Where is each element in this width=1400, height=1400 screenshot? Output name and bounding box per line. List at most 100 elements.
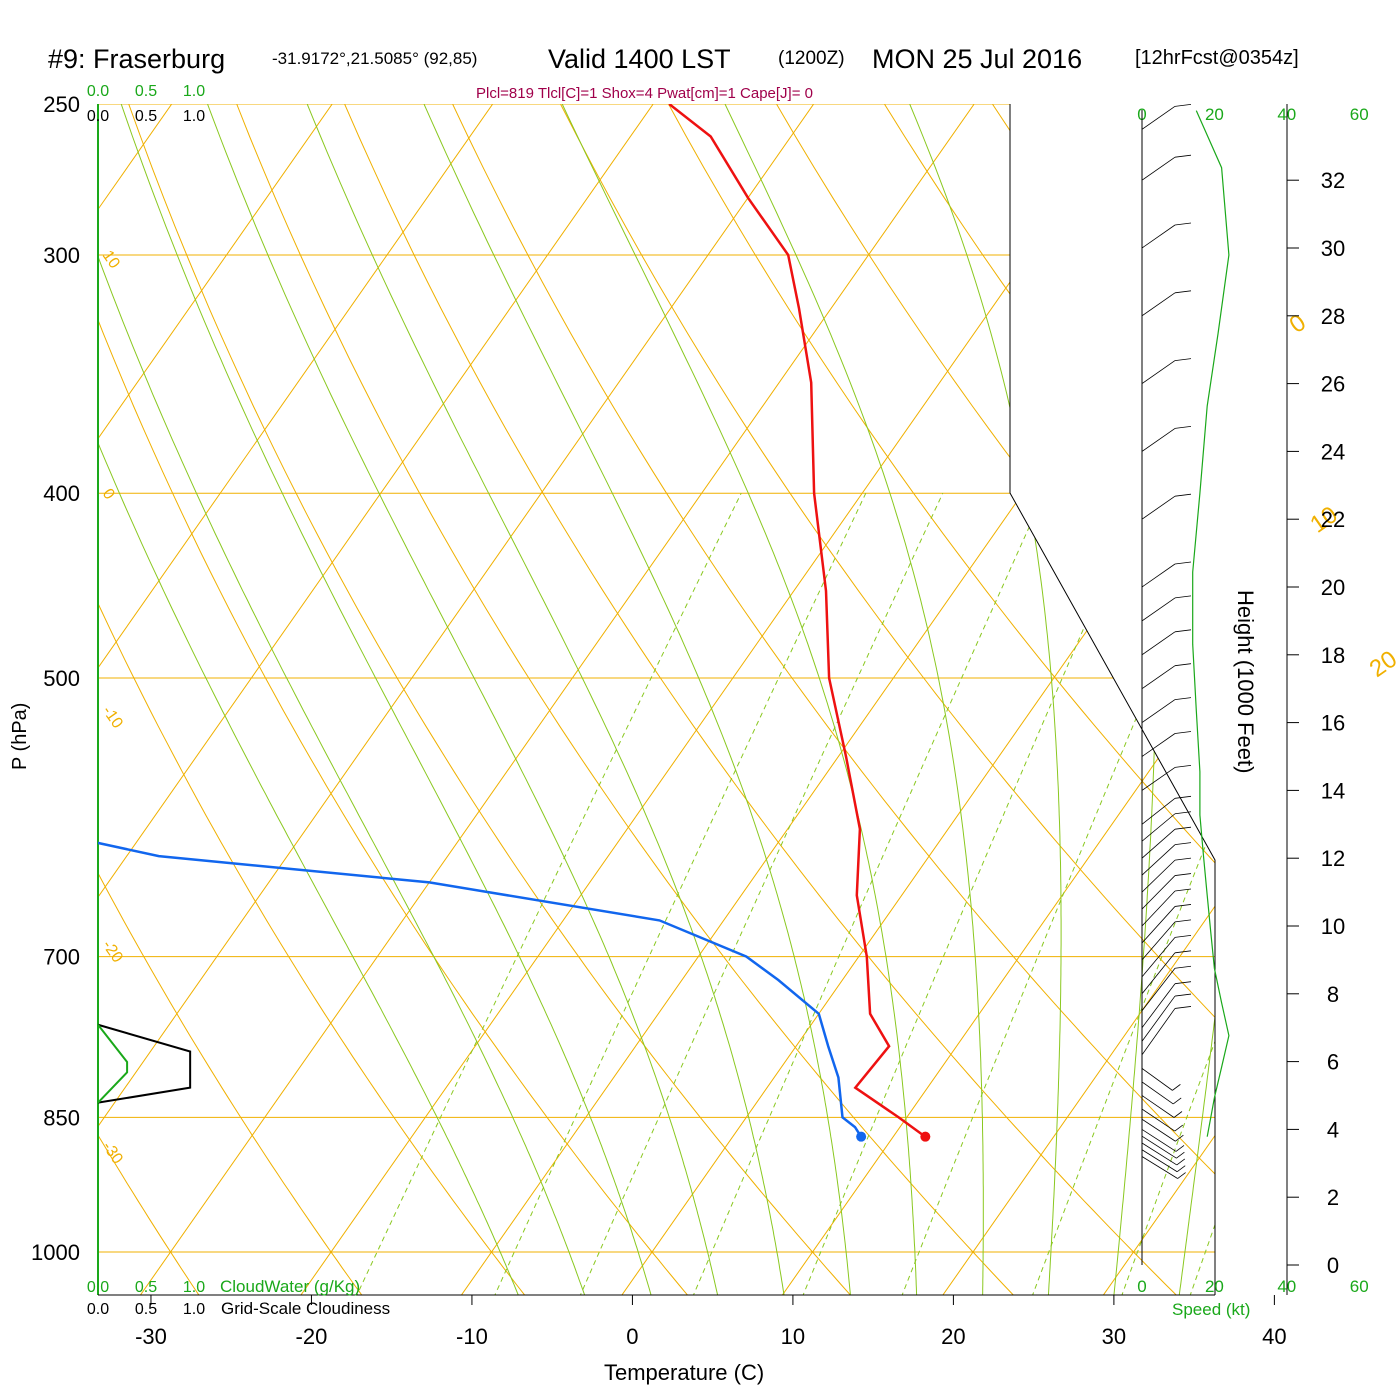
thermo-grid: 1 2 3 5 8 12 20 <box>98 104 1400 1331</box>
station-title: #9: Fraserburg <box>48 44 225 74</box>
sounding-series <box>98 104 931 1142</box>
height-tick-label: 10 <box>1321 914 1345 939</box>
x-tick-label: 20 <box>941 1324 965 1349</box>
moist-adiabat-line <box>120 104 652 1295</box>
stability-indices: Plcl=819 Tlcl[C]=1 Shox=4 Pwat[cm]=1 Cap… <box>476 85 813 102</box>
wind-barb <box>1141 968 1176 1011</box>
height-tick-label: 4 <box>1327 1117 1339 1142</box>
isotherm-line <box>942 905 1215 1295</box>
wind-barb-flag <box>1174 358 1192 361</box>
moist-adiabat-line <box>1178 1012 1215 1295</box>
dry-adiabat-line <box>452 104 1215 1175</box>
wind-barb <box>1141 906 1176 944</box>
isotherm-line <box>98 104 173 211</box>
wind-barb-flag <box>1172 1097 1182 1105</box>
height-tick-label: 2 <box>1327 1185 1339 1210</box>
wind-barb <box>1141 631 1176 656</box>
wind-barb <box>1141 844 1176 876</box>
speed-tick-label: 20 <box>1205 1277 1224 1296</box>
pressure-label: 700 <box>43 945 80 970</box>
plot-frame <box>97 104 1216 1296</box>
wind-barb <box>1141 1095 1175 1118</box>
wind-barb <box>1141 1129 1177 1152</box>
wind-barb-flag <box>1174 950 1192 954</box>
wind-barb <box>1141 983 1176 1028</box>
wind-barb-flag <box>1174 826 1192 830</box>
isotherm-line <box>98 104 815 1128</box>
wind-barb <box>1141 859 1176 893</box>
wind-barb-flag <box>1174 663 1192 667</box>
cloudiness-profile <box>97 1023 192 1104</box>
wind-barb <box>1141 106 1176 130</box>
wind-barb <box>1141 1108 1176 1132</box>
cloud-scale-tick: 0.5 <box>135 83 157 100</box>
wind-barb <box>1141 292 1176 317</box>
wind-barb-flag <box>1174 904 1192 907</box>
pressure-label: 500 <box>43 666 80 691</box>
wind-barb-flag <box>1174 1124 1184 1132</box>
moist-adiabat-line <box>1239 104 1400 1331</box>
wind-barb <box>1141 495 1176 520</box>
cloud-scale-tick: 0.5 <box>135 108 157 125</box>
wind-barb-flag <box>1174 842 1192 846</box>
mixing-ratio-label: 8 <box>782 1300 800 1318</box>
pressure-label: 250 <box>43 92 80 117</box>
isotherm-label: -20 <box>99 937 126 966</box>
wind-barb-flag <box>1174 426 1192 429</box>
pressure-label: 850 <box>43 1105 80 1130</box>
wind-barb <box>1141 733 1176 757</box>
pressure-label: 400 <box>43 481 80 506</box>
wind-barb-flag <box>1174 765 1192 768</box>
height-tick-label: 18 <box>1321 643 1345 668</box>
isotherm-line <box>621 446 1215 1295</box>
wind-barb-flag <box>1176 1165 1186 1173</box>
height-axis-title: Height (1000 Feet) <box>1233 590 1258 773</box>
cloudwater-label: CloudWater (g/Kg) <box>220 1277 360 1296</box>
isotherm-label: 20 <box>1365 645 1400 682</box>
wind-barb-flag <box>1174 919 1192 923</box>
cloud-scale-tick: 1.0 <box>183 1301 205 1318</box>
wind-barb-flag <box>1174 561 1192 565</box>
x-tick-label: 40 <box>1262 1324 1286 1349</box>
moist-adiabat-line <box>98 255 586 1295</box>
wind-barb <box>1141 428 1176 452</box>
wind-barb <box>1141 563 1176 588</box>
wind-barb <box>1141 813 1176 842</box>
wind-barb <box>1141 1156 1178 1179</box>
isotherm-label: -10 <box>99 703 126 732</box>
dewpoint-line <box>98 841 863 1138</box>
cloud-scale-tick: 0.0 <box>87 108 109 125</box>
wind-barb-flag <box>1174 857 1192 861</box>
wind-barb <box>1141 767 1176 791</box>
utc-time: (1200Z) <box>778 48 845 69</box>
cloudiness-label: Grid-Scale Cloudiness <box>221 1299 390 1318</box>
wind-barb-flag <box>1173 1111 1183 1118</box>
mixing-ratio-label: 3 <box>558 1300 576 1318</box>
isotherm-label: 0 <box>1285 309 1311 339</box>
wind-barb <box>1141 1135 1177 1159</box>
wind-barb <box>1141 828 1176 859</box>
x-tick-label: 0 <box>626 1324 638 1349</box>
temperature-line <box>668 104 927 1138</box>
dry-adiabat-line <box>98 872 363 1295</box>
wind-barb-flag <box>1174 934 1192 938</box>
wind-barb <box>1141 1081 1174 1105</box>
wind-barb-flag <box>1176 1151 1185 1159</box>
wind-barb <box>1141 665 1176 690</box>
wind-barb <box>1141 1118 1176 1142</box>
wind-barb-flag <box>1174 290 1192 294</box>
moist-adiabat-line <box>423 104 851 1295</box>
wind-barb-flag <box>1174 629 1192 633</box>
dry-adiabat-line <box>98 602 526 1295</box>
height-tick-label: 26 <box>1321 372 1345 397</box>
x-tick-label: 30 <box>1102 1324 1126 1349</box>
wind-barb <box>1141 797 1176 825</box>
wind-barb-flag <box>1176 1158 1186 1166</box>
wind-barb-flag <box>1174 795 1192 799</box>
wind-barb-flag <box>1175 1145 1185 1152</box>
mixing-ratio-line <box>494 492 867 1295</box>
mixing-ratio-line <box>692 492 1045 1295</box>
wind-barb-flag <box>1174 697 1192 700</box>
wind-barb-flag <box>1174 888 1192 892</box>
